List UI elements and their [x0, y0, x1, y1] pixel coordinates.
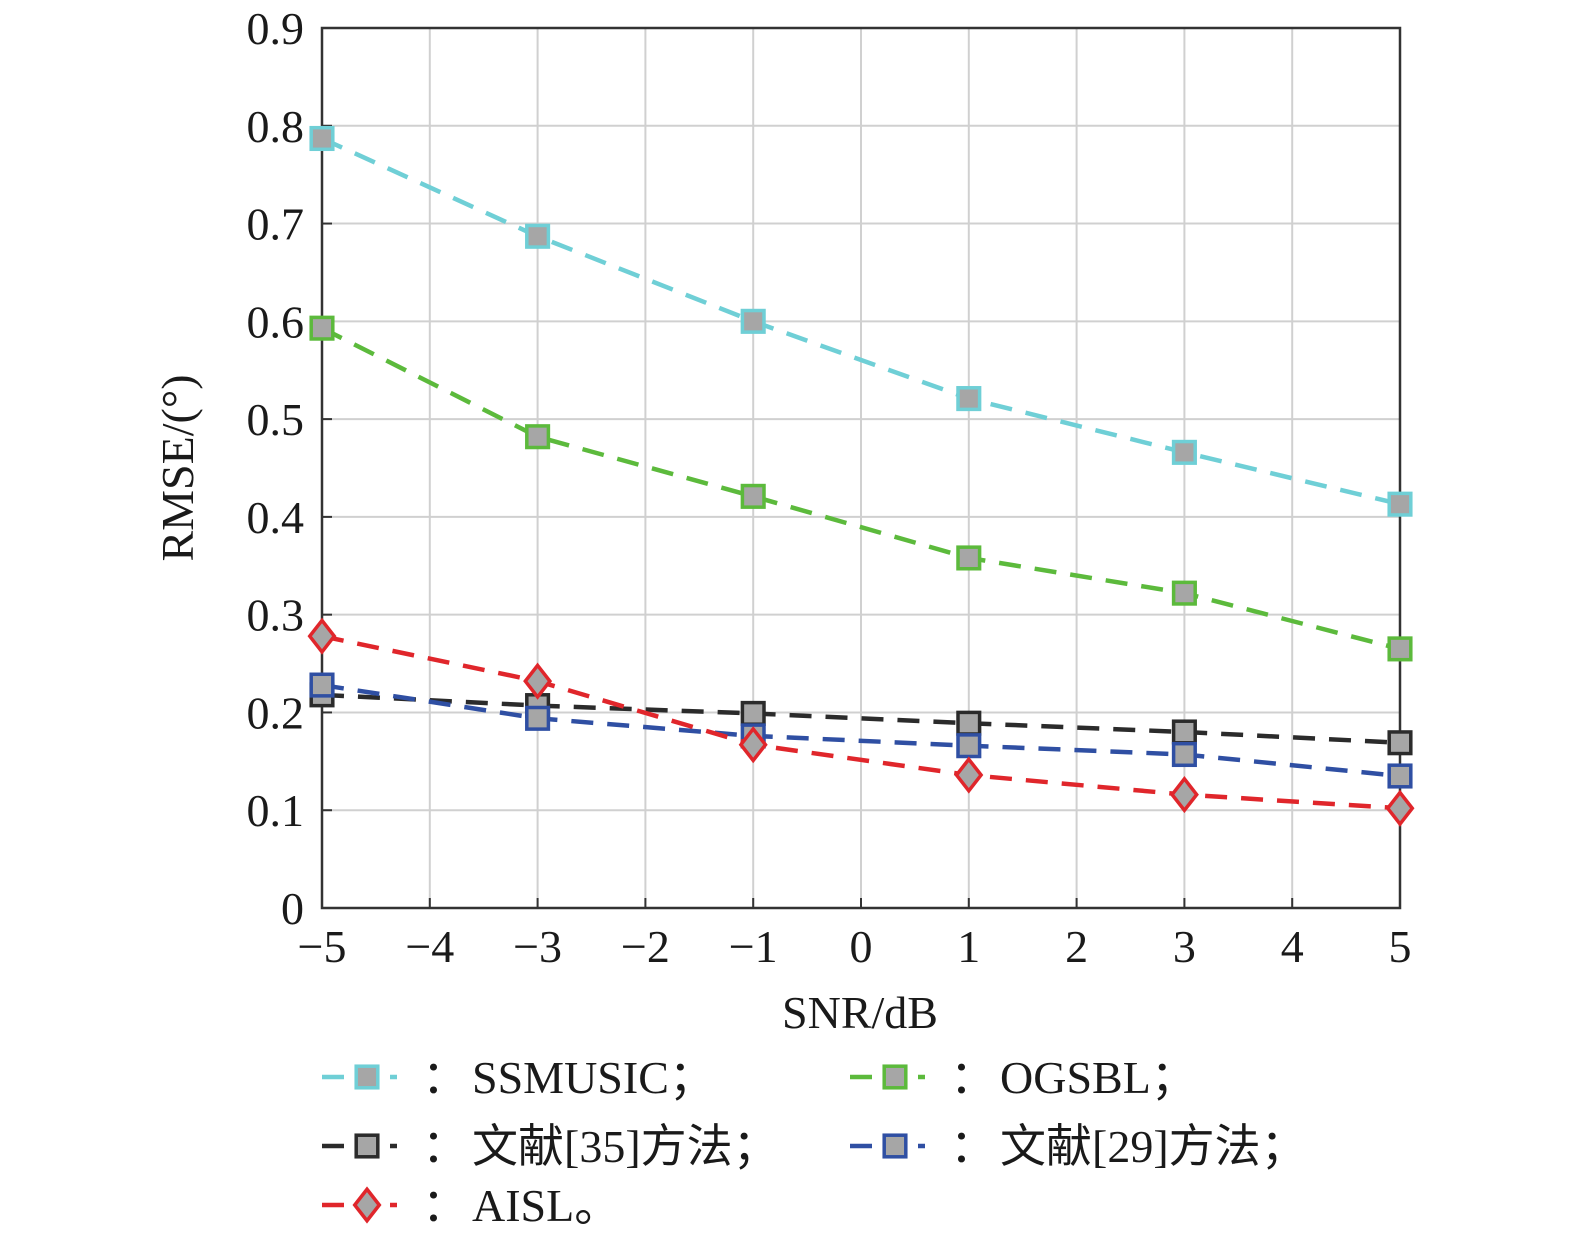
- axes: [320, 26, 1402, 910]
- y-tick-label: 0.9: [247, 3, 305, 54]
- data-point: [309, 672, 335, 698]
- x-axis-label: SNR/dB: [782, 987, 938, 1038]
- series-group: [309, 125, 1413, 517]
- legend-item: ： SSMUSIC；: [322, 1052, 715, 1103]
- series-line: [321, 682, 1401, 779]
- y-tick-label: 0.4: [247, 492, 305, 543]
- x-tick-label: −5: [298, 921, 347, 972]
- x-tick-label: −2: [621, 921, 670, 972]
- legend-marker: [354, 1064, 380, 1090]
- x-tick-label: 4: [1281, 921, 1304, 972]
- legend-item: ： AISL。: [322, 1180, 620, 1231]
- series-line: [320, 326, 1401, 652]
- x-tick-label: −1: [729, 921, 778, 972]
- x-tick-label: 0: [850, 921, 873, 972]
- legend-label: AISL。: [472, 1180, 620, 1231]
- legend: ： SSMUSIC；： OGSBL；： 文献[35]方法；：文献[29]方法；： AIS…: [322, 1052, 1307, 1231]
- grid-lines: [321, 27, 1401, 909]
- x-tick-label: −4: [405, 921, 454, 972]
- legend-label: 文献[35]方法；: [472, 1121, 779, 1172]
- series-group: [309, 672, 1413, 789]
- legend-item: ：文献[35]方法；: [322, 1121, 779, 1172]
- legend-separator: ：: [950, 1121, 996, 1172]
- legend-marker: [882, 1064, 908, 1090]
- data-point: [956, 386, 982, 412]
- data-point: [1169, 775, 1199, 814]
- data-point: [525, 705, 551, 731]
- x-tick-label: 1: [957, 921, 980, 972]
- legend-marker: [882, 1133, 908, 1159]
- y-tick-label: 0.8: [247, 101, 305, 152]
- data-point: [956, 545, 982, 571]
- y-tick-label: 0.1: [247, 785, 305, 836]
- data-point: [525, 424, 551, 450]
- x-tick-label: 5: [1389, 921, 1412, 972]
- legend-label: 文献[29]方法；: [1000, 1121, 1307, 1172]
- data-point: [1387, 636, 1413, 662]
- series-line: [321, 633, 1401, 811]
- x-tick-label: 3: [1173, 921, 1196, 972]
- legend-item: ： OGSBL；: [850, 1052, 1197, 1103]
- legend-item: ：文献[29]方法；: [850, 1121, 1307, 1172]
- data-point: [309, 125, 335, 152]
- data-point: [307, 617, 337, 655]
- y-tick-label: 0.2: [247, 687, 305, 738]
- data-point: [309, 315, 335, 341]
- data-point: [1387, 491, 1413, 517]
- data-point: [956, 710, 982, 736]
- y-tick-label: 0.7: [247, 199, 305, 250]
- x-tick-label: −3: [513, 921, 562, 972]
- legend-marker: [352, 1186, 382, 1224]
- series-group: [307, 617, 1415, 827]
- series-group: [309, 315, 1413, 662]
- data-point: [1171, 741, 1197, 768]
- data-point: [525, 223, 551, 249]
- data-point: [1171, 439, 1197, 465]
- y-tick-label: 0.5: [247, 394, 305, 445]
- data-point: [956, 733, 982, 759]
- legend-separator: ：: [422, 1052, 468, 1103]
- data-point: [740, 700, 766, 726]
- data-point: [1171, 580, 1197, 606]
- data-point: [738, 726, 768, 764]
- legend-label: OGSBL；: [1000, 1052, 1197, 1103]
- legend-separator: ：: [422, 1180, 468, 1231]
- legend-separator: ：: [422, 1121, 468, 1172]
- series-line: [321, 136, 1401, 507]
- y-tick-label: 0: [281, 883, 304, 934]
- y-tick-label: 0.6: [247, 296, 305, 347]
- y-axis-label: RMSE/(°): [152, 374, 203, 561]
- tick-labels: −5 −4 −3 −2 −1 0 1 2 3 4 5 0 0.1 0.2 0.3 0.4 0.5 0.6 0.7 0.…: [247, 3, 1412, 972]
- legend-marker: [354, 1133, 380, 1159]
- data-point: [523, 662, 553, 700]
- legend-label: SSMUSIC；: [472, 1052, 715, 1103]
- data-point: [954, 756, 984, 794]
- data-point: [740, 308, 766, 334]
- data-point: [1387, 730, 1413, 756]
- data-point: [1385, 789, 1415, 827]
- data-point: [1387, 763, 1413, 789]
- data-series: [307, 125, 1415, 827]
- legend-separator: ：: [950, 1052, 996, 1103]
- data-point: [740, 483, 766, 509]
- y-tick-label: 0.3: [247, 590, 305, 641]
- data-point: [1171, 719, 1197, 745]
- x-tick-label: 2: [1065, 921, 1088, 972]
